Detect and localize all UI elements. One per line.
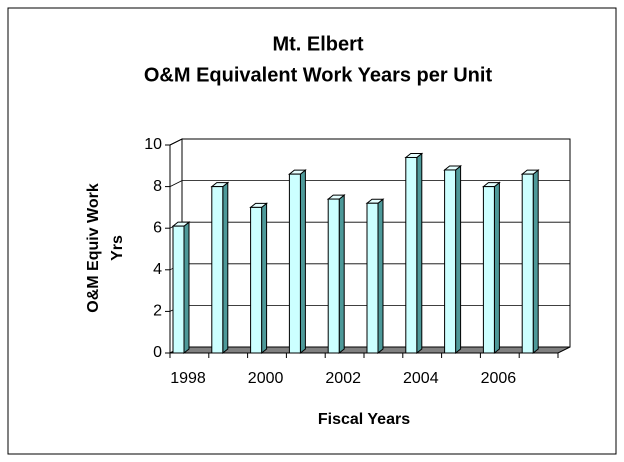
bar-side — [416, 152, 423, 355]
bar — [444, 169, 457, 354]
y-tick-label: 2 — [153, 303, 162, 320]
bar — [482, 186, 495, 354]
bar-side — [455, 164, 462, 355]
bar-side — [532, 169, 539, 355]
bar-side — [183, 221, 190, 355]
y-axis-label-group: O&M Equiv Work Yrs — [85, 183, 126, 313]
grid-line — [169, 180, 183, 187]
bar — [366, 202, 379, 354]
bar — [172, 225, 185, 354]
x-tick-label: 2002 — [325, 370, 361, 387]
x-tick-label: 1998 — [170, 370, 206, 387]
x-tick-label: 2004 — [403, 370, 439, 387]
bar-side — [338, 194, 345, 355]
bar-side — [222, 181, 229, 355]
bar — [521, 173, 534, 354]
bar-side — [493, 181, 500, 355]
bar-side — [299, 169, 306, 355]
y-tick-label: 10 — [144, 136, 162, 153]
bar — [250, 206, 263, 354]
grid-line — [169, 138, 183, 146]
y-axis-label: Yrs — [109, 235, 126, 261]
bar — [211, 186, 224, 354]
chart-title: Mt. Elbert — [272, 33, 363, 55]
chart-title: O&M Equivalent Work Years per Unit — [144, 64, 493, 86]
y-tick-label: 8 — [153, 178, 162, 195]
x-axis-label: Fiscal Years — [318, 411, 410, 428]
bar-side — [261, 202, 268, 355]
y-tick-label: 4 — [153, 261, 162, 278]
y-tick-label: 0 — [153, 344, 162, 361]
x-tick-label: 2006 — [481, 370, 517, 387]
y-tick-label: 6 — [153, 219, 162, 236]
bar — [288, 173, 301, 354]
bar-side — [377, 198, 384, 355]
x-tick-label: 2000 — [248, 370, 284, 387]
bar — [405, 156, 418, 354]
y-axis-label: O&M Equiv Work — [85, 183, 102, 313]
bar — [327, 198, 340, 354]
